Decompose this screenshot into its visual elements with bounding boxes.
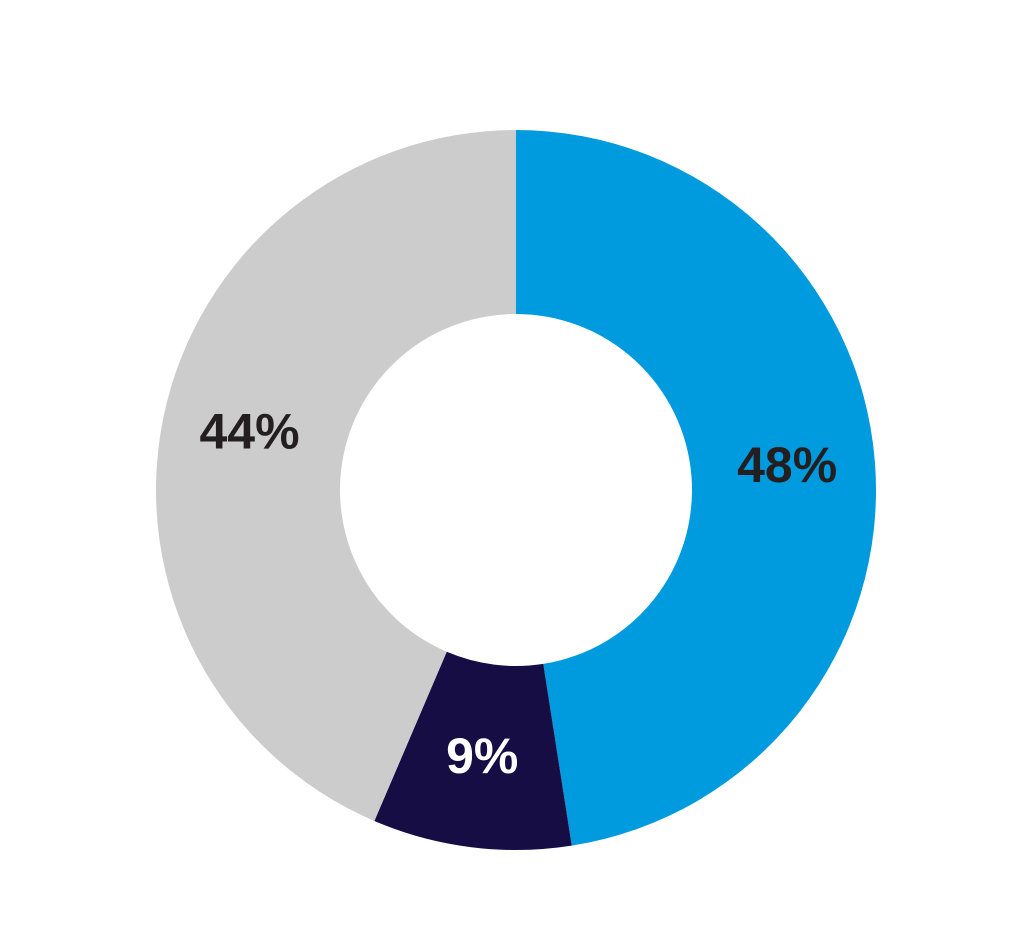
donut-segment — [374, 651, 572, 851]
donut-segment — [156, 130, 517, 821]
value-label: 44% — [200, 404, 300, 460]
value-label: 9% — [446, 728, 518, 784]
value-label: 48% — [737, 437, 837, 493]
donut-segment — [516, 130, 877, 846]
